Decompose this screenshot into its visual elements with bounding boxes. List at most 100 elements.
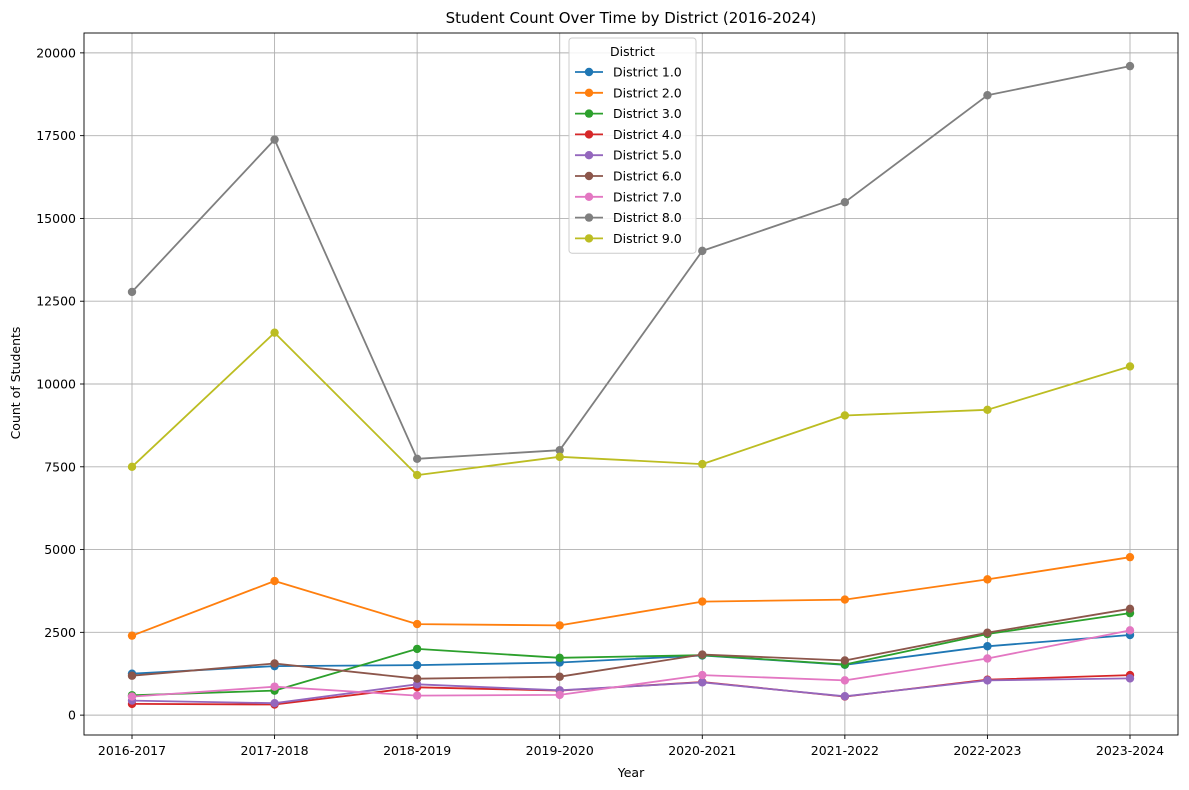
- legend-item: District 1.0: [575, 65, 682, 80]
- legend-label: District 7.0: [613, 189, 682, 204]
- data-point: [983, 654, 992, 663]
- data-point: [127, 671, 137, 680]
- data-point: [840, 595, 850, 604]
- data-point: [127, 631, 137, 640]
- legend-box: [568, 37, 697, 254]
- series-layer: [127, 61, 1135, 709]
- legend-label: District 8.0: [613, 210, 682, 225]
- y-tick-label: 12500: [36, 294, 76, 309]
- legend-swatch-marker: [584, 130, 594, 139]
- data-point: [270, 135, 279, 144]
- legend-label: District 5.0: [613, 148, 682, 163]
- legend-item: District 6.0: [575, 169, 682, 184]
- y-tick-label: 0: [68, 708, 76, 723]
- data-point: [127, 287, 137, 297]
- legend-swatch-marker: [584, 192, 594, 201]
- legend: District District 1.0 District 2.0 District…: [568, 37, 697, 254]
- y-tick-label: 10000: [36, 377, 76, 392]
- data-point: [1125, 674, 1135, 683]
- data-point: [270, 576, 279, 586]
- data-point: [555, 446, 564, 455]
- data-point: [983, 575, 992, 584]
- chart-title: Student Count Over Time by District (201…: [446, 9, 817, 27]
- data-point: [270, 699, 279, 708]
- data-point: [698, 650, 707, 659]
- legend-label: District 6.0: [613, 169, 682, 184]
- y-tick-label: 20000: [36, 45, 76, 60]
- legend-label: District 9.0: [613, 231, 682, 246]
- y-tick-label: 15000: [36, 211, 76, 226]
- series-line: [131, 556, 1131, 637]
- legend-item: District 3.0: [575, 106, 682, 121]
- data-point: [983, 628, 992, 637]
- data-point: [412, 619, 422, 629]
- x-tick-label: 2020-2021: [668, 743, 736, 758]
- legend-label: District 2.0: [613, 85, 682, 100]
- legend-label: District 4.0: [613, 127, 682, 142]
- data-point: [840, 656, 850, 665]
- data-point: [1125, 362, 1135, 371]
- legend-item: District 7.0: [575, 189, 682, 204]
- legend-item: District 8.0: [575, 210, 682, 225]
- series-district-7-0: [127, 626, 1135, 701]
- data-point: [698, 459, 707, 469]
- series-district-2-0: [127, 552, 1135, 640]
- data-point: [127, 462, 137, 471]
- series-district-5-0: [127, 674, 1135, 708]
- x-tick-label: 2018-2019: [383, 743, 451, 758]
- legend-swatch-marker: [584, 213, 594, 222]
- data-point: [412, 674, 422, 683]
- data-point: [412, 470, 422, 480]
- data-point: [270, 659, 279, 668]
- x-tick-label: 2017-2018: [241, 743, 309, 758]
- y-axis: 0 2500 5000 7500 10000 12500 15000 17500 20000: [36, 45, 84, 723]
- data-point: [983, 642, 992, 651]
- legend-item: District 4.0: [575, 127, 682, 142]
- data-point: [127, 692, 137, 701]
- data-point: [840, 676, 850, 685]
- series-line: [131, 612, 1131, 697]
- data-point: [1125, 626, 1135, 635]
- series-district-6-0: [127, 604, 1135, 683]
- data-point: [412, 660, 422, 670]
- y-axis-label: Count of Students: [8, 327, 23, 440]
- data-point: [555, 653, 564, 663]
- x-axis-label: Year: [617, 765, 645, 780]
- data-point: [840, 692, 850, 701]
- data-point: [412, 691, 422, 700]
- legend-label: District 3.0: [613, 106, 682, 121]
- data-point: [698, 670, 707, 680]
- series-line: [131, 65, 1131, 460]
- data-point: [412, 454, 422, 464]
- x-tick-label: 2016-2017: [98, 743, 166, 758]
- x-tick-label: 2021-2022: [811, 743, 879, 758]
- data-point: [1125, 61, 1135, 71]
- legend-swatch-marker: [584, 171, 594, 181]
- legend-item: District 2.0: [575, 85, 682, 100]
- legend-swatch-marker: [584, 88, 594, 98]
- data-point: [270, 682, 279, 691]
- data-point: [555, 621, 564, 630]
- data-point: [1125, 552, 1135, 562]
- legend-swatch-marker: [584, 151, 594, 160]
- data-point: [1125, 604, 1135, 614]
- data-point: [412, 644, 422, 654]
- series-district-8-0: [127, 61, 1135, 464]
- series-district-9-0: [127, 328, 1135, 480]
- series-line: [131, 634, 1131, 675]
- y-tick-label: 17500: [36, 128, 76, 143]
- legend-label: District 1.0: [613, 65, 682, 80]
- series-line: [131, 674, 1131, 706]
- data-point: [270, 328, 279, 337]
- y-tick-label: 2500: [44, 625, 76, 640]
- data-point: [555, 452, 564, 462]
- data-point: [983, 676, 992, 685]
- legend-title: District: [610, 44, 655, 59]
- series-district-1-0: [127, 630, 1135, 678]
- data-point: [698, 678, 707, 687]
- x-axis: 2016-2017 2017-2018 2018-2019 2019-2020 2020…: [98, 735, 1164, 758]
- legend-item: District 5.0: [575, 148, 682, 163]
- legend-swatch-marker: [584, 234, 594, 243]
- series-line: [131, 607, 1131, 680]
